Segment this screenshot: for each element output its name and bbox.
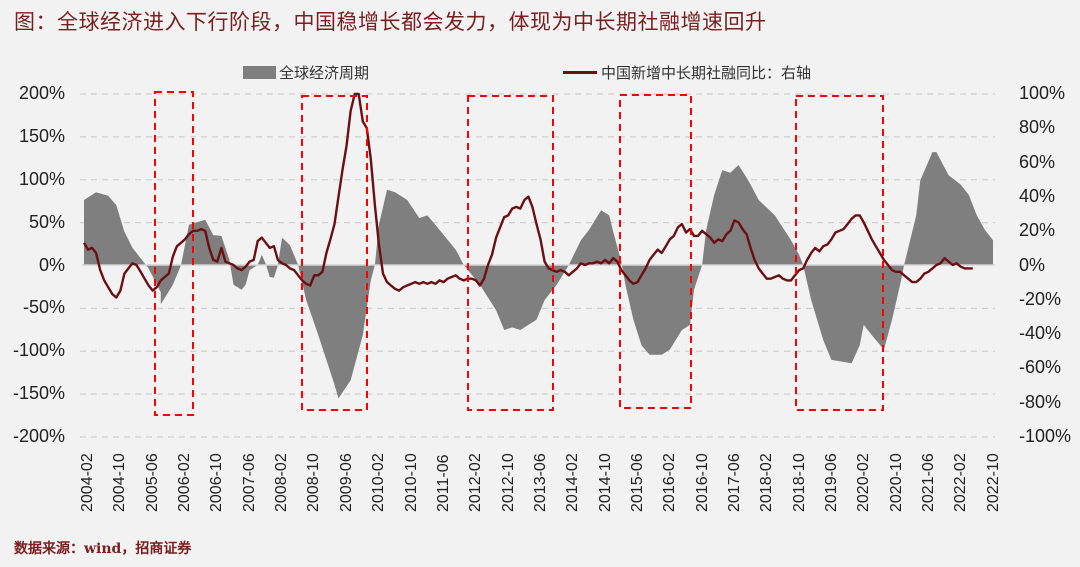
left-axis-tick: 200% (18, 83, 65, 103)
highlight-boxes (154, 91, 884, 416)
x-axis-tick: 2016-10 (693, 453, 711, 512)
right-axis-tick: 80% (1019, 117, 1056, 138)
right-axis-tick: -80% (1019, 391, 1062, 412)
highlight-box-3 (467, 95, 554, 411)
right-axis-tick: -40% (1019, 323, 1062, 344)
left-axis-tick: -50% (22, 297, 65, 318)
right-axis-tick: 60% (1019, 151, 1056, 172)
legend-label-area: 全球经济周期 (279, 64, 370, 82)
china-credit-line (82, 92, 973, 299)
legend-item-china-credit: 中国新增中长期社融同比：右轴 (563, 62, 811, 83)
right-axis-tick: 40% (1019, 185, 1056, 206)
x-axis-tick: 2016-02 (661, 453, 679, 512)
x-axis-tick: 2004-02 (79, 453, 96, 512)
x-axis-tick: 2008-10 (305, 453, 323, 512)
x-axis-tick: 2008-02 (273, 453, 291, 512)
x-axis-tick: 2010-02 (370, 453, 388, 512)
x-axis-tick: 2015-06 (628, 453, 646, 512)
x-axis-tick: 2018-02 (758, 453, 776, 512)
x-axis-tick: 2021-06 (920, 453, 938, 512)
x-axis-tick: 2011-06 (434, 454, 452, 512)
highlight-box-1 (154, 91, 194, 416)
right-axis-tick: 100% (1019, 83, 1066, 103)
left-axis-tick: -150% (12, 383, 65, 404)
highlight-box-2 (301, 95, 368, 411)
x-axis-tick: 2017-06 (726, 453, 743, 512)
x-axis-tick: 2007-06 (240, 453, 258, 512)
x-axis-tick: 2004-10 (111, 453, 129, 512)
x-axis-tick: 2022-02 (952, 453, 970, 512)
x-axis-tick: 2013-06 (531, 453, 549, 512)
x-axis-tick: 2010-10 (402, 453, 420, 512)
left-axis-tick: 150% (18, 125, 65, 146)
x-axis-tick: 2014-02 (564, 453, 582, 512)
x-axis-tick: 2009-06 (337, 453, 355, 512)
x-axis-tick: 2012-02 (467, 453, 485, 512)
left-axis-tick: 50% (28, 211, 65, 232)
global-cycle-area (84, 152, 993, 399)
right-axis-tick: -20% (1019, 288, 1062, 309)
right-axis-tick: 0% (1019, 254, 1046, 275)
x-axis-tick: 2020-02 (855, 453, 873, 512)
right-axis-tick: -60% (1019, 357, 1062, 378)
right-axis-tick: 20% (1019, 220, 1056, 241)
x-axis-tick: 2012-10 (499, 453, 517, 512)
legend-label-line: 中国新增中长期社融同比：右轴 (601, 64, 812, 82)
x-axis-tick: 2022-10 (984, 453, 1002, 512)
x-axis-tick: 2005-06 (143, 453, 161, 512)
line-swatch-icon (563, 71, 597, 74)
x-axis-tick: 2018-10 (790, 453, 808, 512)
left-axis-tick: -200% (12, 426, 65, 446)
chart-title: 图：全球经济进入下行阶段，中国稳增长都会发力，体现为中长期社融增速回升 (14, 10, 767, 34)
x-axis-tick: 2020-10 (887, 453, 905, 512)
x-axis-tick: 2006-02 (176, 453, 194, 512)
left-axis-tick: -100% (12, 340, 65, 361)
area-swatch-icon (243, 66, 276, 79)
left-axis-tick: 0% (38, 254, 65, 275)
right-axis-tick: -100% (1019, 426, 1072, 446)
legend-item-global-cycle: 全球经济周期 (243, 62, 369, 83)
x-axis-tick: 2019-06 (823, 453, 841, 512)
x-axis-tick: 2014-10 (596, 453, 614, 512)
highlight-box-5 (795, 95, 884, 411)
left-axis-tick: 100% (18, 168, 65, 189)
source-note: 数据来源：wind，招商证券 (14, 541, 192, 557)
x-axis-tick: 2006-10 (208, 453, 226, 512)
